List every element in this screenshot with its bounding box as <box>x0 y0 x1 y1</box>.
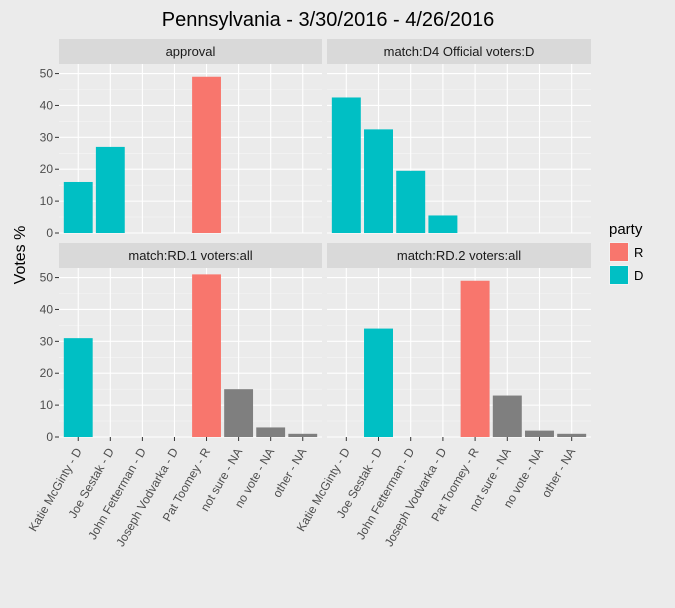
panel-strip-label: match:RD.2 voters:all <box>397 248 521 263</box>
panel-strip-label: approval <box>166 44 216 59</box>
legend-key-R <box>610 243 628 261</box>
y-tick-label: 50 <box>40 67 54 81</box>
bar-2 <box>95 146 125 233</box>
legend-label: R <box>634 245 643 260</box>
legend-label: D <box>634 268 643 283</box>
y-tick-label: 40 <box>40 302 54 316</box>
legend: party RD <box>609 221 643 285</box>
panel-plot-area <box>59 268 322 437</box>
y-tick-label: 20 <box>40 162 54 176</box>
y-axis-title: Votes % <box>12 226 29 285</box>
panel-2: match:D4 Official voters:D <box>327 39 591 234</box>
y-tick-label: 40 <box>40 98 54 112</box>
bar-5 <box>192 76 221 233</box>
y-tick-label: 0 <box>46 226 53 240</box>
bar-8 <box>557 433 587 437</box>
bar-7 <box>256 427 286 437</box>
y-tick-label: 20 <box>40 366 54 380</box>
panel-strip <box>327 39 591 64</box>
bar-8 <box>288 433 318 437</box>
bar-1 <box>63 338 93 437</box>
bar-5 <box>460 280 490 437</box>
y-tick-label: 50 <box>40 271 54 285</box>
panel-strip-label: match:RD.1 voters:all <box>128 248 252 263</box>
x-tick-label: John Fetterman - D <box>353 445 417 542</box>
chart-title: Pennsylvania - 3/30/2016 - 4/26/2016 <box>162 9 494 31</box>
bar-3 <box>396 170 426 233</box>
bar-5 <box>192 274 221 437</box>
panels: approval 0 10 20 30 40 50 match:D4 Official vot… <box>26 39 591 549</box>
bar-1 <box>63 181 93 233</box>
bar-4 <box>428 215 458 233</box>
panel-strip <box>327 243 591 268</box>
x-tick-label: John Fetterman - D <box>85 445 149 542</box>
panel-strip <box>59 39 322 64</box>
bar-7 <box>525 430 554 437</box>
y-tick-label: 0 <box>46 430 53 444</box>
bar-2 <box>364 129 393 233</box>
panel-strip-label: match:D4 Official voters:D <box>384 44 535 59</box>
bar-6 <box>224 389 254 437</box>
panel-strip <box>59 243 322 268</box>
y-tick-label: 30 <box>40 130 54 144</box>
legend-title: party <box>609 221 643 238</box>
y-tick-label: 10 <box>40 194 54 208</box>
legend-key-D <box>610 266 628 284</box>
y-tick-label: 10 <box>40 398 54 412</box>
bar-1 <box>331 97 361 233</box>
bar-6 <box>492 395 522 437</box>
panel-1: approval 0 10 20 30 40 50 <box>40 39 322 240</box>
y-tick-label: 30 <box>40 334 54 348</box>
bar-2 <box>364 328 393 437</box>
